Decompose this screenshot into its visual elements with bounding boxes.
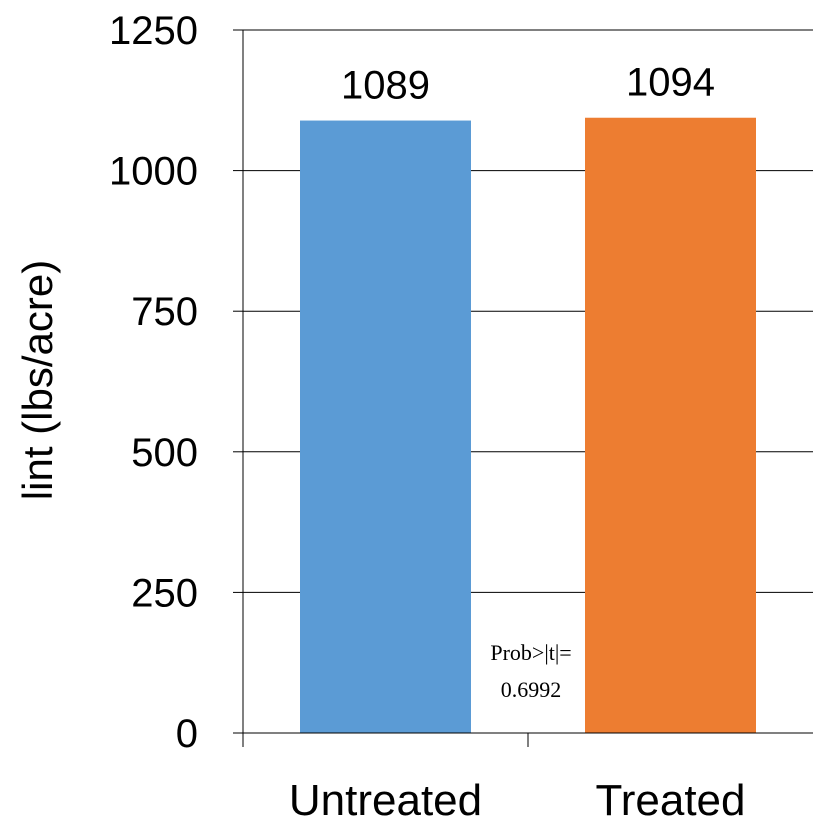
- x-category-label-untreated: Untreated: [289, 776, 482, 825]
- y-tick-label-1000: 1000: [109, 150, 198, 194]
- axes: [242, 30, 813, 747]
- x-category-label-treated: Treated: [595, 776, 745, 825]
- data-label-treated: 1094: [626, 61, 715, 105]
- y-tick-label-250: 250: [131, 571, 198, 615]
- data-label-untreated: 1089: [341, 64, 430, 108]
- y-tick-label-0: 0: [176, 712, 198, 756]
- y-tick-labels: 0 250 500 750 1000 1250: [109, 9, 198, 756]
- annotation-prob-line1: Prob>|t|=: [490, 640, 571, 665]
- y-tick-label-500: 500: [131, 431, 198, 475]
- y-axis-title: lint (lbs/acre): [14, 260, 61, 500]
- bar-untreated: [300, 120, 471, 734]
- annotation-prob-line2: 0.6992: [501, 677, 562, 702]
- bar-treated: [585, 117, 756, 734]
- y-tick-label-1250: 1250: [109, 9, 198, 53]
- data-labels: 1089 1094: [341, 61, 715, 108]
- bars: [300, 117, 756, 734]
- x-category-labels: Untreated Treated: [289, 776, 746, 825]
- y-tick-label-750: 750: [131, 290, 198, 334]
